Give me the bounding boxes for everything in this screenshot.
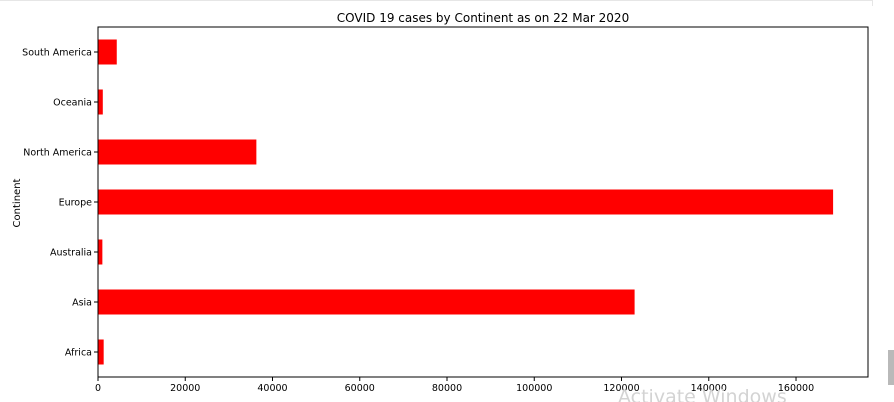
x-tick-group: 0 20000 40000 60000 80000 100000 120000 140000 1… [95, 377, 814, 394]
bar-north-america [98, 139, 257, 165]
y-tick-label: Oceania [53, 98, 92, 109]
activate-windows-watermark: Activate Windows [618, 386, 787, 402]
y-tick-label: South America [22, 48, 92, 59]
bar-asia [98, 289, 635, 315]
bar-europe [98, 189, 834, 215]
y-tick-label: Europe [59, 198, 93, 209]
x-tick-label: 80000 [432, 383, 462, 394]
bar-oceania [98, 89, 103, 115]
x-tick-label: 60000 [345, 383, 375, 394]
x-tick-label: 140000 [691, 383, 727, 394]
output-cell-border-edge [872, 0, 873, 6]
bar-africa [98, 339, 104, 365]
x-tick-label: 120000 [603, 383, 639, 394]
scrollbar-thumb[interactable] [888, 350, 894, 385]
bar-south-america [98, 39, 117, 65]
bar-group [98, 39, 834, 365]
bar-australia [98, 239, 103, 265]
scrollbar-track[interactable] [886, 0, 894, 402]
x-tick-label: 40000 [257, 383, 287, 394]
x-tick-label: 160000 [778, 383, 814, 394]
x-tick-label: 20000 [170, 383, 200, 394]
y-tick-label: Australia [50, 248, 92, 259]
x-tick-label: 100000 [516, 383, 552, 394]
y-tick-label: North America [23, 148, 92, 159]
output-cell-border [0, 0, 872, 1]
chart-title: COVID 19 cases by Continent as on 22 Mar… [337, 11, 629, 25]
plot-frame [97, 26, 869, 378]
y-axis-label: Continent [12, 178, 23, 227]
y-tick-label: Asia [72, 298, 92, 309]
y-tick-label: Africa [65, 348, 92, 359]
x-tick-label: 0 [95, 383, 101, 394]
y-tick-group: Africa Asia Australia Europe North America Oc… [22, 48, 98, 359]
